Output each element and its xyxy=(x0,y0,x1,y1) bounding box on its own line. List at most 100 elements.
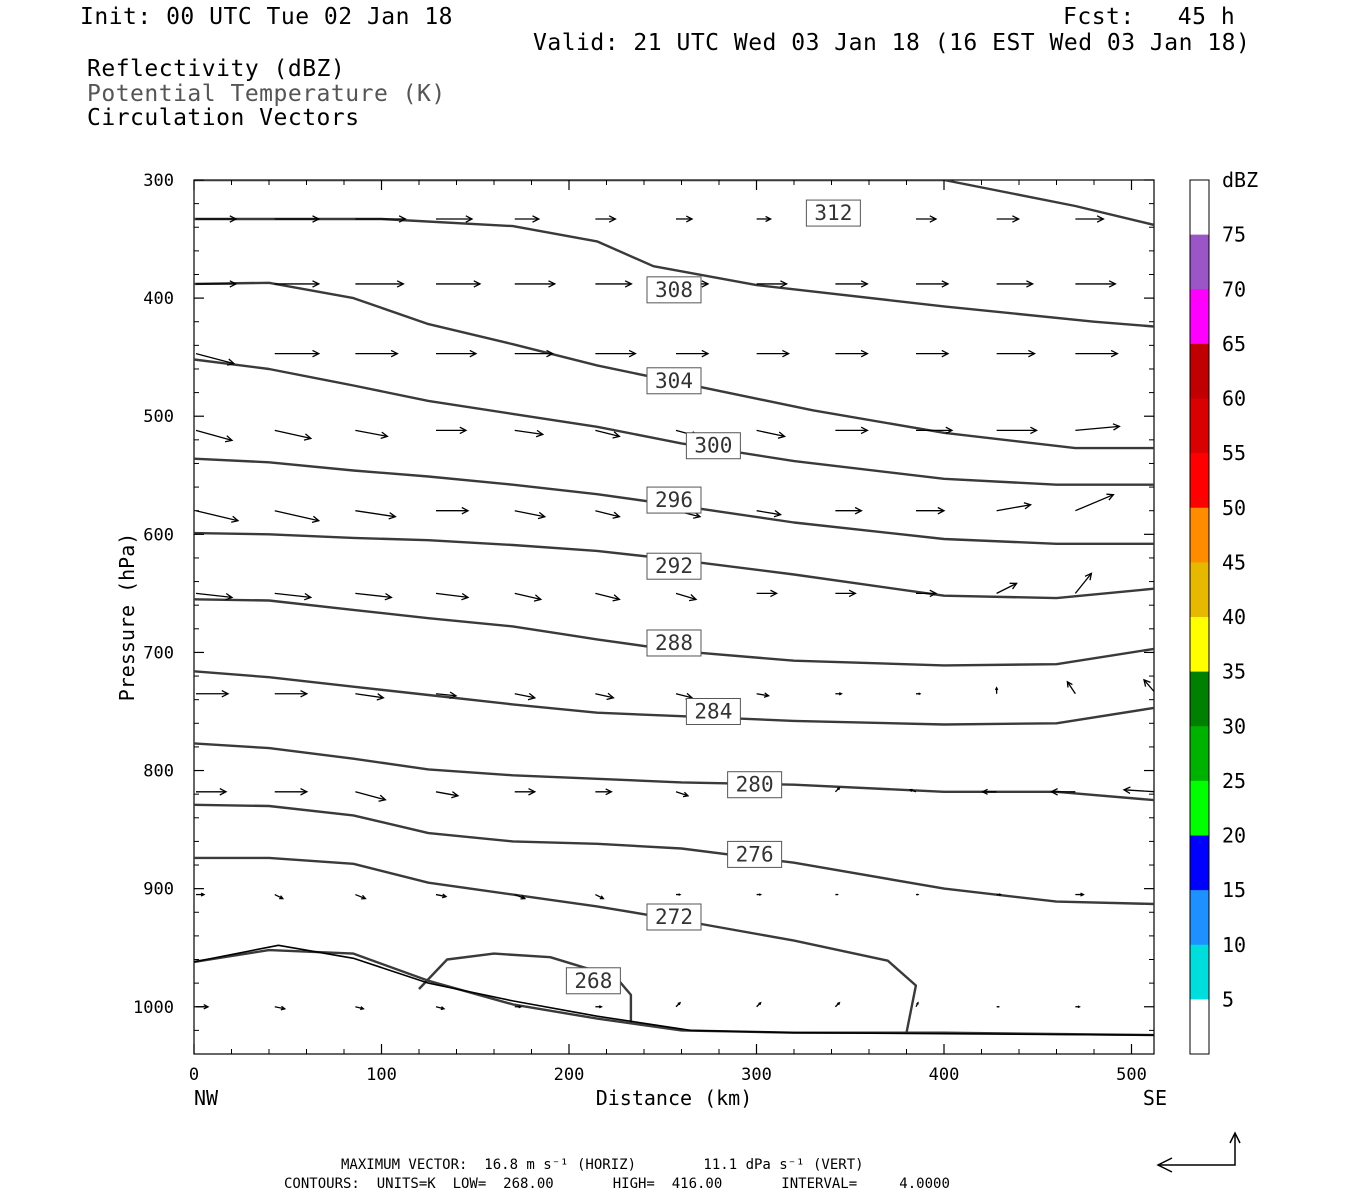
vector-arrow xyxy=(355,693,385,701)
vector-arrow xyxy=(1049,788,1076,796)
colorbar-swatch xyxy=(1190,507,1209,563)
vector-arrow xyxy=(915,1001,919,1008)
vector-arrow xyxy=(355,893,367,900)
colorbar-label: 50 xyxy=(1222,496,1246,520)
vector-arrow xyxy=(996,349,1037,358)
vector-arrow xyxy=(274,592,313,601)
vector-arrow xyxy=(835,280,869,288)
vector-arrow xyxy=(595,592,621,602)
colorbar-swatch xyxy=(1190,453,1209,509)
contour-label-304: 304 xyxy=(646,367,702,395)
vector-arrow xyxy=(514,510,547,520)
vector-arrow xyxy=(675,1001,682,1008)
vector-arrow xyxy=(916,506,946,515)
y-tick-label: 300 xyxy=(143,171,174,191)
vector-arrow xyxy=(1156,892,1168,896)
vector-arrow xyxy=(996,1005,1001,1008)
vector-arrow xyxy=(835,589,857,598)
contour-312b xyxy=(194,217,1154,328)
vector-arrow xyxy=(916,589,938,598)
contour-label-300: 300 xyxy=(685,432,741,460)
vector-arrow xyxy=(1075,892,1085,897)
vector-arrow xyxy=(908,788,917,793)
vector-arrow xyxy=(514,429,545,438)
vector-arrow xyxy=(916,280,950,288)
colorbar-swatch xyxy=(1190,671,1209,727)
vector-arrow xyxy=(195,510,240,523)
contour-label-272: 272 xyxy=(646,903,702,931)
y-tick-label: 600 xyxy=(143,525,174,545)
svg-text:312: 312 xyxy=(814,201,852,225)
vector-arrow xyxy=(835,426,869,435)
y-tick-label: 500 xyxy=(143,407,174,427)
vector-arrow xyxy=(756,893,762,896)
vector-arrow xyxy=(595,788,613,796)
contour-label-288: 288 xyxy=(646,629,702,657)
vector-arrow xyxy=(514,788,537,796)
vector-arrow xyxy=(436,215,474,223)
x-tick-label: 300 xyxy=(741,1065,772,1085)
vector-arrow xyxy=(994,686,999,694)
colorbar-label: 35 xyxy=(1222,660,1246,684)
reference-vector-icon xyxy=(1156,1131,1241,1173)
vector-arrow xyxy=(435,893,448,899)
vector-arrow xyxy=(834,1001,841,1008)
vector-arrow xyxy=(675,791,690,798)
vector-arrow xyxy=(274,788,309,796)
terrain-line xyxy=(194,944,1154,1036)
svg-text:268: 268 xyxy=(574,969,612,993)
contour-label-296: 296 xyxy=(646,486,702,514)
svg-text:280: 280 xyxy=(736,773,774,797)
vector-arrow xyxy=(195,592,234,601)
vector-arrow xyxy=(1075,493,1115,512)
colorbar-frame xyxy=(1189,179,1210,1055)
vector-arrow xyxy=(436,506,470,515)
vector-arrow xyxy=(595,692,615,701)
vector-arrow xyxy=(756,280,789,288)
vector-arrow xyxy=(996,280,1035,288)
y-tick-label: 800 xyxy=(143,762,174,782)
contour-label-280: 280 xyxy=(727,771,783,799)
contour-268 xyxy=(418,952,633,1025)
colorbar-label: 55 xyxy=(1222,441,1246,465)
colorbar-label: 30 xyxy=(1222,714,1246,738)
vector-arrow xyxy=(996,502,1033,512)
colorbar-swatch xyxy=(1190,234,1209,290)
vector-arrow xyxy=(756,429,786,439)
contour-304 xyxy=(194,358,1154,486)
vector-arrow xyxy=(355,280,405,288)
vector-arrow xyxy=(435,1006,446,1011)
x-end-label-right: SE xyxy=(1143,1086,1167,1110)
vector-arrow xyxy=(196,892,206,897)
colorbar-swatch xyxy=(1190,835,1209,891)
x-tick-label: 500 xyxy=(1116,1065,1147,1085)
vector-arrow xyxy=(196,215,238,223)
x-tick-label: 100 xyxy=(366,1065,397,1085)
colorbar-swatch xyxy=(1190,780,1209,836)
vector-arrow xyxy=(1075,215,1105,223)
y-tick-label: 400 xyxy=(143,289,174,309)
field-vectors: Circulation Vectors xyxy=(87,105,360,131)
vector-arrow xyxy=(514,893,527,900)
vector-arrow xyxy=(756,509,782,518)
vector-arrow xyxy=(355,429,389,440)
x-axis-label: Distance (km) xyxy=(596,1086,753,1110)
vector-arrow xyxy=(756,215,773,223)
colorbar-label: 45 xyxy=(1222,550,1246,574)
colorbar-label: 15 xyxy=(1222,878,1246,902)
vector-arrow xyxy=(274,510,321,524)
vector-arrow xyxy=(355,592,393,601)
vector-arrow xyxy=(355,510,397,520)
init-time: Init: 00 UTC Tue 02 Jan 18 xyxy=(80,4,454,30)
vector-arrow xyxy=(196,690,230,698)
vector-arrow xyxy=(195,429,234,443)
contour-308 xyxy=(194,281,1154,450)
contour-label-292: 292 xyxy=(646,552,702,580)
field-reflectivity: Reflectivity (dBZ) xyxy=(87,56,346,82)
colorbar-swatch xyxy=(1190,562,1209,618)
colorbar-swatch xyxy=(1190,726,1209,782)
vector-arrow xyxy=(835,506,863,515)
vector-arrow xyxy=(196,280,238,288)
vector-arrow xyxy=(996,893,1002,896)
